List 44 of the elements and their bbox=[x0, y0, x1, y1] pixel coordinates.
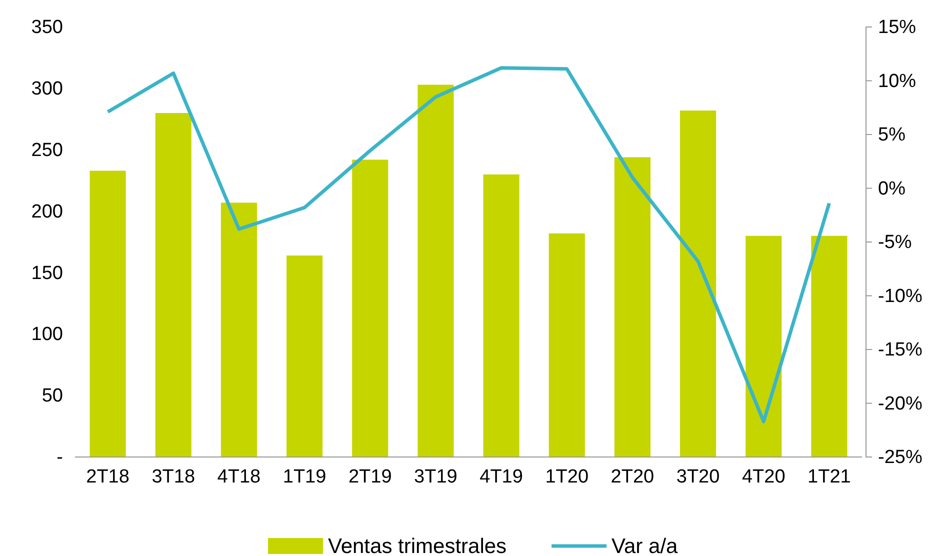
y2-tick-label: -25% bbox=[878, 447, 922, 468]
y-tick-label: 300 bbox=[31, 78, 63, 100]
bar bbox=[483, 174, 520, 457]
y-tick-label: 200 bbox=[31, 201, 63, 222]
x-tick-label: 4T20 bbox=[742, 466, 786, 488]
y-tick-label: 350 bbox=[31, 17, 63, 38]
x-tick-label: 4T19 bbox=[480, 466, 523, 488]
y2-tick-label: -10% bbox=[878, 286, 922, 307]
y-tick-label: - bbox=[56, 447, 63, 468]
x-tick-label: 3T20 bbox=[676, 466, 720, 488]
y-tick-label: 100 bbox=[31, 324, 63, 346]
legend-label: Var a/a bbox=[612, 535, 678, 556]
x-tick-label: 2T19 bbox=[348, 466, 392, 488]
y2-tick-label: 5% bbox=[878, 124, 906, 146]
y2-tick-label: 10% bbox=[878, 70, 916, 92]
x-tick-label: 3T18 bbox=[152, 466, 196, 488]
y2-tick-label: 0% bbox=[878, 178, 906, 200]
y-tick-label: 50 bbox=[42, 386, 63, 407]
bar bbox=[220, 202, 257, 457]
y2-tick-label: -20% bbox=[878, 393, 922, 414]
bar bbox=[352, 160, 388, 457]
bar bbox=[286, 256, 323, 457]
bar bbox=[548, 233, 585, 457]
y2-tick-label: 15% bbox=[878, 17, 916, 38]
x-tick-label: 2T20 bbox=[610, 466, 654, 488]
line-series bbox=[106, 66, 831, 424]
y2-tick-label: -5% bbox=[878, 232, 912, 254]
legend-label: Ventas trimestrales bbox=[328, 535, 507, 556]
bar bbox=[155, 113, 192, 457]
x-tick-label: 3T19 bbox=[414, 466, 458, 488]
x-tick-label: 1T21 bbox=[808, 466, 851, 488]
x-tick-label: 1T19 bbox=[282, 466, 326, 488]
y2-tick-label: -15% bbox=[878, 340, 922, 361]
x-tick-label: 4T18 bbox=[217, 466, 261, 488]
bar bbox=[746, 236, 782, 457]
bar bbox=[90, 170, 126, 457]
bar bbox=[614, 157, 650, 457]
x-tick-label: 2T18 bbox=[86, 466, 130, 488]
bar bbox=[418, 84, 454, 457]
x-tick-label: 1T20 bbox=[545, 466, 589, 488]
y-tick-label: 150 bbox=[31, 262, 63, 284]
y-tick-label: 250 bbox=[31, 140, 63, 161]
bar bbox=[811, 236, 848, 457]
bar bbox=[680, 110, 716, 457]
